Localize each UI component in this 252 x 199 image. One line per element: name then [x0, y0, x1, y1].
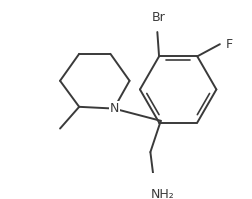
Text: Br: Br: [152, 11, 165, 24]
Text: NH₂: NH₂: [150, 188, 174, 199]
Text: F: F: [225, 38, 232, 51]
Text: N: N: [110, 102, 119, 115]
